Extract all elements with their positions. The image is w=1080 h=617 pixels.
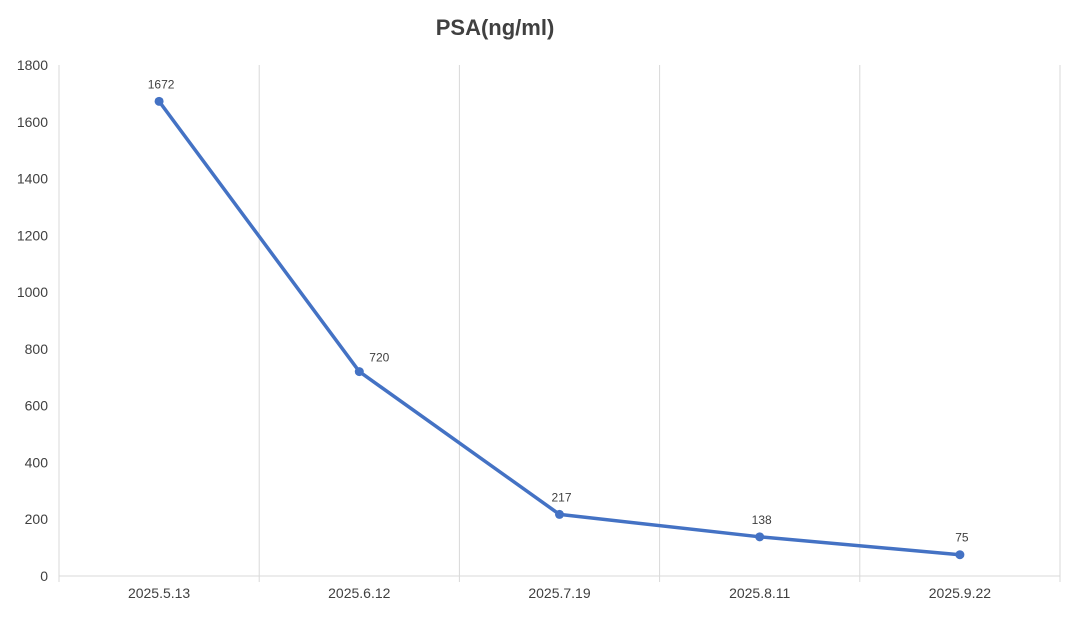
x-tick-label: 2025.8.11 xyxy=(729,585,790,601)
data-point-marker xyxy=(354,367,364,377)
axis-layer: 0 200 400 600 800 1000 1200 1400 1600 1800 2025.5.… xyxy=(17,57,1060,601)
data-label: 1672 xyxy=(148,77,175,91)
label-layer: 1672 720 217 138 75 xyxy=(148,77,969,544)
data-label: 138 xyxy=(752,513,772,527)
y-tick-label: 0 xyxy=(40,568,48,584)
x-tick-label: 2025.9.22 xyxy=(929,585,991,601)
series-layer xyxy=(154,96,965,560)
y-tick-label: 1000 xyxy=(17,284,48,300)
data-point-marker xyxy=(154,96,164,106)
y-tick-label: 1400 xyxy=(17,171,48,187)
x-tick-label: 2025.7.19 xyxy=(528,585,590,601)
data-point-marker xyxy=(755,532,765,542)
data-label: 75 xyxy=(955,531,969,545)
chart-title: PSA(ng/ml) xyxy=(436,15,555,40)
x-tick-label: 2025.6.12 xyxy=(328,585,390,601)
y-tick-label: 800 xyxy=(25,341,49,357)
grid-layer xyxy=(58,65,1061,582)
data-label: 720 xyxy=(369,351,389,365)
series-line xyxy=(157,99,962,557)
y-tick-label: 400 xyxy=(25,454,49,470)
y-tick-label: 1600 xyxy=(17,114,48,130)
x-tick-label: 2025.5.13 xyxy=(128,585,190,601)
data-point-marker xyxy=(955,550,965,560)
y-tick-label: 1200 xyxy=(17,227,48,243)
y-tick-label: 200 xyxy=(25,511,49,527)
data-point-marker xyxy=(555,509,564,519)
y-tick-label: 600 xyxy=(25,398,49,414)
data-label: 217 xyxy=(551,490,571,504)
y-tick-label: 1800 xyxy=(17,57,48,73)
